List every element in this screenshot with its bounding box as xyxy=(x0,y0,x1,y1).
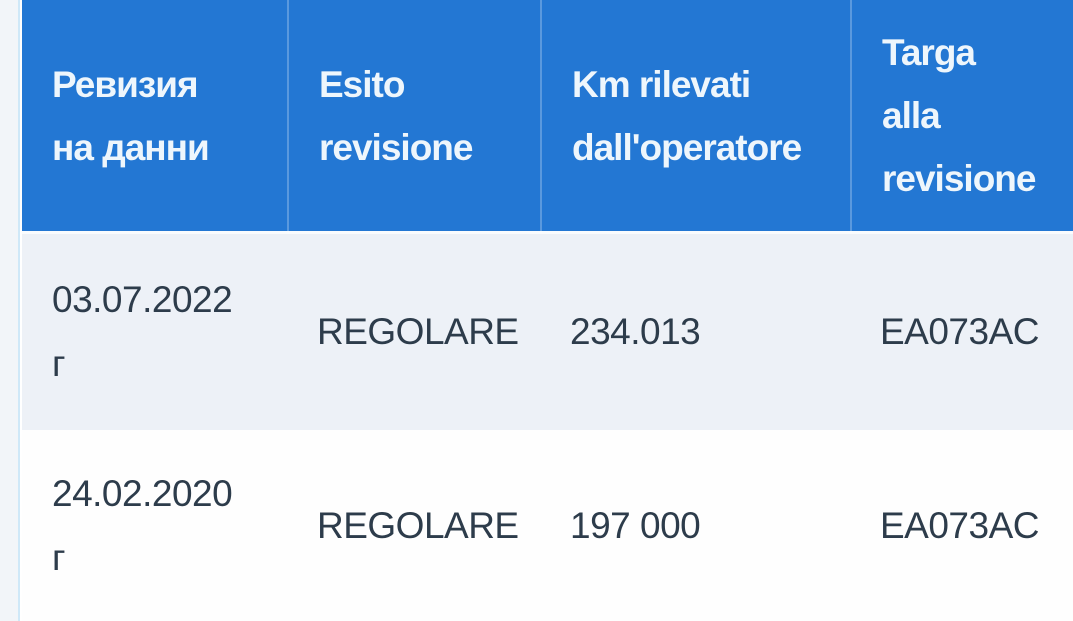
table-row: 24.02.2020 г REGOLARE 197 000 EA073AC xyxy=(22,430,1073,621)
date-line: 24.02.2020 xyxy=(52,472,233,514)
esito-value: REGOLARE xyxy=(317,311,519,352)
header-label-line: revisione xyxy=(882,158,1036,199)
header-label-line: dall'operatore xyxy=(572,126,802,168)
cell-km: 197 000 xyxy=(540,505,850,547)
header-label-line: Targa xyxy=(882,32,976,73)
cell-revision-date: 24.02.2020 г xyxy=(22,462,287,590)
header-label-revision-date: Ревизия на данни xyxy=(52,53,210,179)
date-line: г xyxy=(52,536,66,578)
header-label-esito-revisione: Esito revisione xyxy=(319,53,473,179)
header-label-line: Esito xyxy=(319,63,405,105)
revision-date-value: 03.07.2022 г xyxy=(52,268,287,396)
header-label-km-rilevati: Km rilevati dall'operatore xyxy=(572,53,802,179)
header-label-line: revisione xyxy=(319,126,473,168)
targa-value: EA073AC xyxy=(880,311,1040,352)
cell-targa: EA073AC xyxy=(850,505,1073,547)
cell-esito: REGOLARE xyxy=(287,311,540,353)
date-line: г xyxy=(52,343,66,384)
header-label-line: на данни xyxy=(52,126,210,168)
km-value: 197 000 xyxy=(570,504,701,546)
table-header-row: Ревизия на данни Esito revisione Km rile… xyxy=(22,0,1073,231)
left-gutter xyxy=(0,0,20,621)
header-label-line: alla xyxy=(882,95,941,136)
date-line: 03.07.2022 xyxy=(52,279,233,320)
esito-value: REGOLARE xyxy=(317,504,519,546)
header-cell-revision-date: Ревизия на данни xyxy=(22,0,287,231)
header-label-line: Ревизия xyxy=(52,63,199,105)
cell-targa: EA073AC xyxy=(850,311,1073,353)
header-cell-targa: Targa alla revisione xyxy=(850,0,1073,231)
header-label-line: Km rilevati xyxy=(572,63,751,105)
revision-date-value: 24.02.2020 г xyxy=(52,462,287,590)
table-row: 03.07.2022 г REGOLARE 234.013 EA073AC xyxy=(22,231,1073,430)
km-value: 234.013 xyxy=(570,311,701,352)
header-cell-km-rilevati: Km rilevati dall'operatore xyxy=(540,0,850,231)
targa-value: EA073AC xyxy=(880,504,1040,546)
revision-history-table: Ревизия на данни Esito revisione Km rile… xyxy=(22,0,1073,621)
header-label-targa: Targa alla revisione xyxy=(882,21,1036,210)
cell-esito: REGOLARE xyxy=(287,505,540,547)
cell-revision-date: 03.07.2022 г xyxy=(22,268,287,396)
header-cell-esito-revisione: Esito revisione xyxy=(287,0,540,231)
cell-km: 234.013 xyxy=(540,311,850,353)
